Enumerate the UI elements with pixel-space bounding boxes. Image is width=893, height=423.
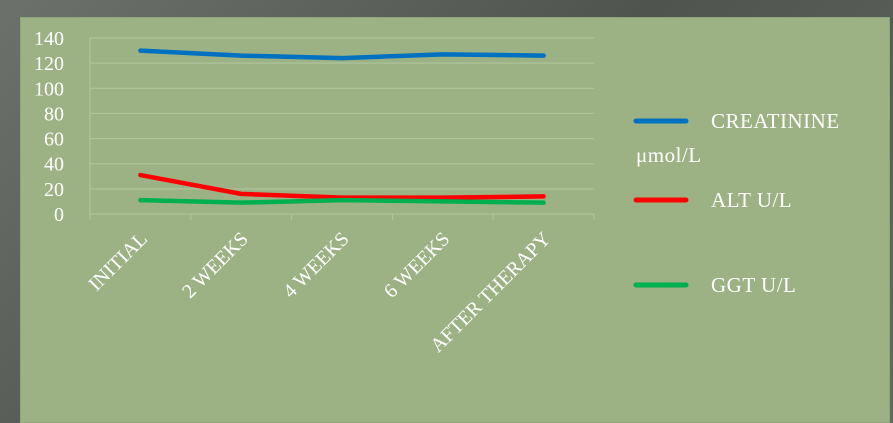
legend-label: GGT U/L (711, 273, 796, 297)
series-line-2 (138, 197, 546, 205)
x-category-label: 6 WEEKS (380, 228, 455, 303)
y-tick-label: 60 (44, 129, 64, 151)
y-tick-label: 120 (34, 53, 64, 75)
y-axis-tick-labels: 0 20 40 60 80 100 120 140 (34, 28, 64, 226)
series-lines (138, 48, 546, 205)
legend: CREATININE μmol/L ALT U/L GGT U/L (633, 109, 840, 297)
axes (89, 38, 595, 220)
series-line-1 (138, 172, 546, 200)
chart-panel (20, 17, 890, 423)
legend-label: ALT U/L (711, 188, 792, 212)
gridlines (90, 37, 594, 190)
y-tick-label: 80 (44, 103, 64, 125)
legend-label: CREATININE (711, 109, 840, 133)
series-line-0 (138, 48, 546, 61)
x-category-label: INITIAL (85, 228, 152, 295)
y-tick-label: 100 (34, 78, 64, 100)
legend-label: μmol/L (636, 143, 702, 167)
x-category-label: 2 WEEKS (178, 228, 253, 303)
x-category-label: 4 WEEKS (279, 228, 354, 303)
y-tick-label: 20 (44, 179, 64, 201)
y-tick-label: 140 (34, 28, 64, 50)
y-tick-label: 40 (44, 154, 64, 176)
y-tick-label: 0 (54, 204, 64, 226)
